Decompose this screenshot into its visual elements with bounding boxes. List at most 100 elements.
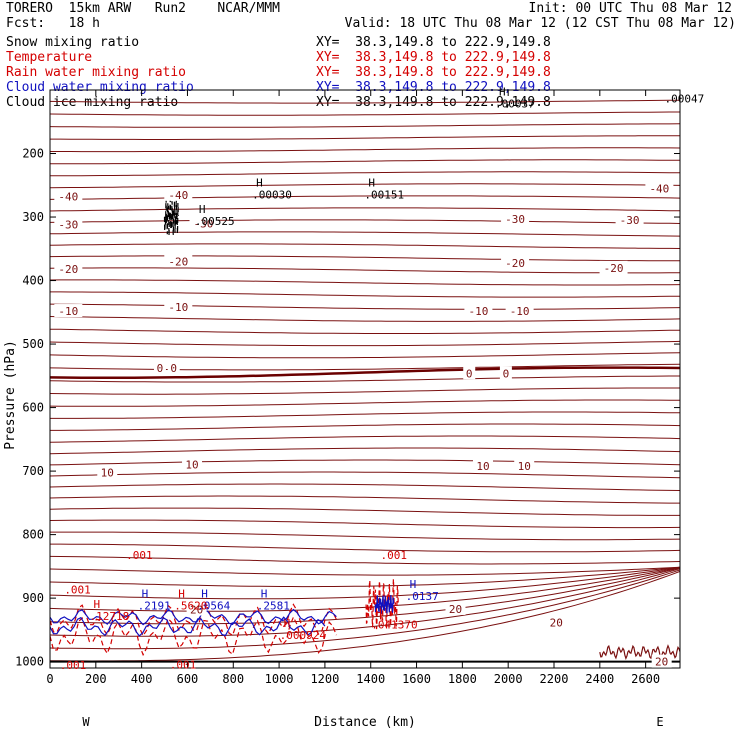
isotherm-label: -40: [649, 182, 669, 195]
y-tick-label: 200: [22, 147, 44, 161]
x-tick-label: 600: [177, 672, 199, 686]
y-tick-label: 900: [22, 591, 44, 605]
isotherm-line: [599, 644, 681, 660]
isotherm-label: 20: [550, 616, 563, 629]
y-axis-label: Pressure (hPa): [3, 340, 18, 450]
isotherm-label: -20: [168, 255, 188, 268]
x-tick-label: 200: [85, 672, 107, 686]
isotherm-lines: [49, 99, 681, 662]
isotherm-line: [50, 411, 681, 419]
init-time: Init: 00 UTC Thu 08 Mar 12: [528, 1, 733, 16]
plot-frame: [49, 89, 681, 669]
cloud-water-contour: [49, 616, 326, 637]
valid-time: Valid: 18 UTC Thu 08 Mar 12 (12 CST Thu …: [344, 16, 736, 31]
isotherm-label-bg: [599, 260, 628, 274]
isotherm-line: [49, 375, 680, 383]
max-marker: H: [368, 176, 375, 189]
isotherm-label: -20: [58, 263, 78, 276]
x-tick-label: 2200: [540, 672, 569, 686]
isotherm-line: [50, 159, 681, 165]
isotherm-line: [49, 507, 680, 516]
rain-contour: [49, 615, 337, 657]
max-value-label: .00047: [665, 92, 705, 105]
isotherm-line: [49, 243, 681, 249]
isotherm-line: [49, 279, 681, 286]
max-value-label: .2191: [138, 599, 171, 612]
max-marker: H: [410, 578, 417, 591]
isotherm-line: [49, 399, 681, 407]
isotherm-line: [49, 99, 680, 104]
y-tick-label: 300: [22, 210, 44, 224]
rain-contour: [365, 579, 399, 630]
contour-labels: -40 -40 -40 -30 -30 -30 -30 -20 -20 -20 -20 -10 -10 -…: [54, 86, 704, 672]
isotherm-label: -30: [620, 214, 640, 227]
x-tick-label: 800: [222, 672, 244, 686]
isotherm-line: [49, 568, 681, 637]
y-tick-label: 600: [22, 401, 44, 415]
max-marker: H: [142, 587, 149, 600]
isotherm-label-bg: [164, 300, 193, 314]
max-value-label: .000924: [280, 629, 327, 642]
y-tick-label: 400: [22, 274, 44, 288]
x-tick-label: 1800: [448, 672, 477, 686]
isotherm-label: -20: [604, 262, 624, 275]
isotherm-label-bg: [645, 181, 674, 195]
x-tick-label: 1200: [310, 672, 339, 686]
cloud-water-contour: [49, 608, 337, 626]
isotherm-label: 20: [655, 656, 668, 669]
isotherm-label-bg: [514, 459, 535, 473]
max-marker: H: [375, 606, 382, 619]
isotherm-line: [49, 340, 681, 347]
isotherm-line: [49, 566, 681, 588]
isotherm-line: [49, 328, 681, 334]
max-marker: H: [94, 598, 101, 611]
x-tick-label: 1600: [402, 672, 431, 686]
max-marker: H: [499, 86, 506, 99]
isotherm-label: 0: [503, 367, 510, 380]
max-value-label: .0564: [197, 599, 230, 612]
isotherm-line: [50, 147, 681, 153]
isotherm-label-bg: [54, 304, 83, 318]
max-marker: H: [284, 617, 291, 630]
isotherm-label-bg: [164, 187, 193, 201]
isotherm-line: [49, 483, 681, 491]
max-marker: H: [201, 587, 208, 600]
isotherm-line: [49, 352, 681, 359]
isotherm-label: 20: [190, 604, 203, 617]
isotherm-line: [49, 495, 680, 504]
isotherm-line: [50, 423, 681, 431]
isotherm-label: -20: [505, 257, 525, 270]
isotherm-line: [49, 567, 681, 625]
isotherm-line: [49, 471, 681, 479]
isotherm-label-bg: [54, 189, 83, 203]
max-value-label: .001: [380, 549, 407, 562]
isotherm-line: [50, 171, 681, 177]
x-axis-label: Distance (km): [314, 715, 416, 730]
isotherm-label-bg: [546, 615, 567, 629]
y-tick-label: 800: [22, 528, 44, 542]
east-label: E: [656, 715, 663, 729]
max-marker: H: [261, 587, 268, 600]
isotherm-line: [49, 231, 681, 237]
isotherm-label: -30: [58, 219, 78, 232]
isotherm-label-bg: [464, 304, 493, 318]
isotherm-line: [49, 255, 680, 262]
west-label: W: [82, 715, 90, 729]
isotherm-line: [49, 567, 681, 612]
isotherm-line: [49, 303, 681, 310]
x-tick-label: 1000: [265, 672, 294, 686]
isotherm-line: [49, 111, 680, 116]
max-value-label: .001: [126, 549, 153, 562]
isotherm-label-bg: [54, 217, 83, 231]
max-value-label: .041370: [371, 618, 417, 631]
x-tick-label: 400: [131, 672, 153, 686]
max-value-label: .00037: [495, 98, 535, 111]
isotherm-line: [49, 566, 681, 576]
max-value-label: .001: [170, 658, 197, 671]
isotherm-label: 10: [476, 460, 489, 473]
legend-rain-xy: XY= 38.3,149.8 to 222.9,149.8: [316, 65, 551, 80]
snow-contour: [163, 197, 179, 236]
isotherm-line: [49, 387, 680, 395]
